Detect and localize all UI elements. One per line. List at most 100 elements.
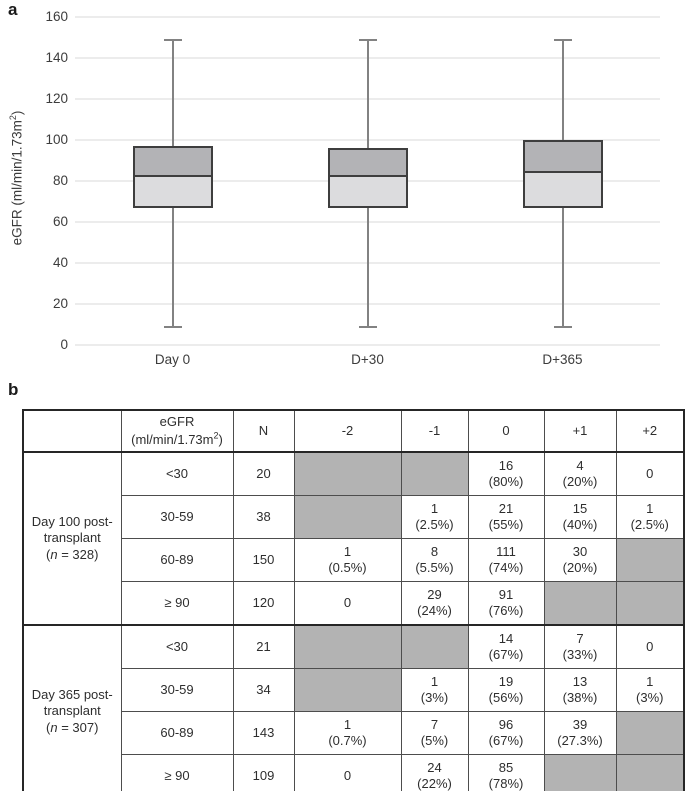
count-cell: 1 (2.5%) — [400, 495, 469, 539]
n-count-cell: 20 — [232, 451, 295, 496]
shaded-cell — [615, 538, 685, 582]
count-cell: 0 — [293, 581, 402, 626]
egfr-shift-table: eGFR (ml/min/1.73m2) N -2 -1 0 +1 +2 Day … — [22, 409, 685, 791]
shaded-cell — [293, 495, 402, 539]
y-tick-label: 140 — [45, 50, 68, 65]
shaded-cell — [400, 451, 469, 496]
box — [132, 146, 213, 208]
group-n-italic: n — [50, 546, 58, 562]
count-cell: 14 (67%) — [467, 624, 545, 669]
x-category-label: Day 0 — [154, 352, 191, 367]
header-egfr-superscript: 2 — [213, 430, 219, 441]
group-n-italic: n — [50, 719, 58, 735]
shaded-cell — [400, 624, 469, 669]
count-cell: 7 (5%) — [400, 711, 469, 755]
panel-a-letter: a — [8, 0, 18, 19]
header-shift-plus2: +2 — [615, 409, 685, 453]
x-category-label: D+30 — [351, 352, 384, 367]
count-cell: 111 (74%) — [467, 538, 545, 582]
row-group-label: Day 100 post-transplant (n = 328) — [22, 451, 122, 626]
gridline — [75, 16, 660, 18]
count-cell: 13 (38%) — [543, 668, 617, 712]
y-axis-label-superscript: 2 — [8, 115, 18, 121]
whisker-cap — [553, 38, 572, 41]
count-cell: 1 (3%) — [400, 668, 469, 712]
y-tick-label: 20 — [52, 296, 68, 311]
table-row: 60-89 150 1 (0.5%) 8 (5.5%) 111 (74%) 30 (20%) — [23, 538, 685, 582]
whisker-cap — [358, 38, 377, 41]
y-tick-label: 40 — [52, 255, 68, 270]
whisker-cap — [358, 325, 377, 328]
header-egfr-unit-close: ) — [218, 431, 223, 447]
y-axis-label-suffix: ) — [9, 110, 25, 116]
egfr-range-cell: ≥ 90 — [120, 581, 234, 626]
header-shift-plus1: +1 — [543, 409, 617, 453]
n-count-cell: 34 — [232, 668, 295, 712]
y-tick-label: 100 — [45, 132, 68, 147]
count-cell: 21 (55%) — [467, 495, 545, 539]
box — [327, 148, 408, 208]
count-cell: 96 (67%) — [467, 711, 545, 755]
panel-a-boxplot: a eGFR (ml/min/1.73m2) 0 20 40 60 80 100 120 14… — [0, 0, 685, 385]
header-egfr-unit: (ml/min/1.73m — [131, 431, 214, 447]
table-row: 60-89 143 1 (0.7%) 7 (5%) 96 (67%) 39 (27.3%) — [23, 711, 685, 755]
count-cell: 15 (40%) — [543, 495, 617, 539]
n-count-cell: 21 — [232, 624, 295, 669]
count-cell: 30 (20%) — [543, 538, 617, 582]
egfr-range-cell: <30 — [120, 624, 234, 669]
shaded-cell — [615, 711, 685, 755]
header-shift-minus1: -1 — [400, 409, 469, 453]
box-upper-quartile — [524, 142, 601, 173]
egfr-range-cell: ≥ 90 — [120, 754, 234, 791]
count-cell: 0 — [293, 754, 402, 791]
whisker-cap — [163, 325, 182, 328]
egfr-range-cell: 60-89 — [120, 538, 234, 582]
gridline — [75, 344, 660, 346]
count-cell: 7 (33%) — [543, 624, 617, 669]
count-cell: 39 (27.3%) — [543, 711, 617, 755]
count-cell: 91 (76%) — [467, 581, 545, 626]
n-count-cell: 143 — [232, 711, 295, 755]
y-tick-label: 120 — [45, 91, 68, 106]
box — [522, 140, 603, 208]
shaded-cell — [293, 668, 402, 712]
shaded-cell — [293, 451, 402, 496]
table-row: ≥ 90 120 0 29 (24%) 91 (76%) — [23, 581, 685, 626]
n-count-cell: 120 — [232, 581, 295, 626]
table-row: 30-59 38 1 (2.5%) 21 (55%) 15 (40%) 1 (2.5%) — [23, 495, 685, 539]
table-row: Day 365 post-transplant (n = 307) <30 21 14(… — [22, 624, 685, 791]
row-group-label: Day 365 post-transplant (n = 307) — [22, 624, 122, 791]
n-count-cell: 38 — [232, 495, 295, 539]
box-upper-quartile — [329, 150, 406, 177]
count-cell: 16 (80%) — [467, 451, 545, 496]
shaded-cell — [615, 581, 685, 626]
shaded-cell — [543, 581, 617, 626]
shaded-cell — [543, 754, 617, 791]
table-row: 30-59 34 1 (3%) 19 (56%) 13 (38%) 1 (3%) — [23, 668, 685, 712]
egfr-range-cell: <30 — [120, 451, 234, 496]
panel-b-letter: b — [8, 380, 19, 399]
header-shift-minus2: -2 — [293, 409, 402, 453]
header-shift-zero: 0 — [467, 409, 545, 453]
n-count-cell: 150 — [232, 538, 295, 582]
egfr-range-cell: 60-89 — [120, 711, 234, 755]
header-egfr-cell: eGFR (ml/min/1.73m2) — [120, 409, 234, 453]
count-cell: 0 — [615, 451, 685, 496]
count-cell: 8 (5.5%) — [400, 538, 469, 582]
whisker-cap — [163, 38, 182, 41]
count-cell: 1 (3%) — [615, 668, 685, 712]
count-cell: 1 (0.5%) — [293, 538, 402, 582]
count-cell: 29 (24%) — [400, 581, 469, 626]
count-cell: 1 (2.5%) — [615, 495, 685, 539]
n-count-cell: 109 — [232, 754, 295, 791]
header-egfr-line2: (ml/min/1.73m2) — [131, 430, 223, 447]
count-cell: 24 (22%) — [400, 754, 469, 791]
y-tick-label: 160 — [45, 9, 68, 24]
box-upper-quartile — [134, 148, 211, 177]
shaded-cell — [615, 754, 685, 791]
table-row: ≥ 90 109 0 24 (22%) 85 (78%) — [23, 754, 685, 791]
table-row: Day 100 post-transplant (n = 328) <30 20 16(… — [22, 451, 685, 626]
count-cell: 85 (78%) — [467, 754, 545, 791]
header-n-cell: N — [232, 409, 295, 453]
